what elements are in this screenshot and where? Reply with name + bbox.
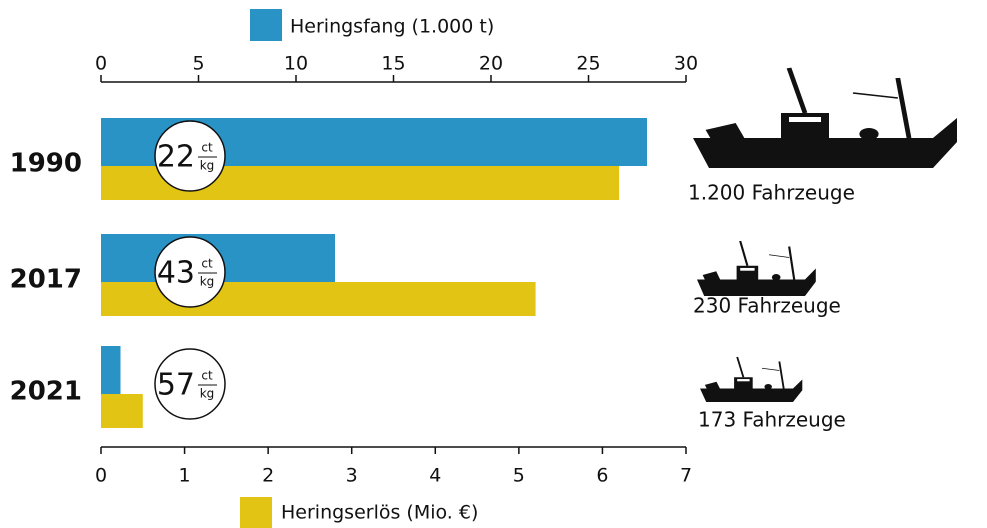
price-circle — [154, 120, 226, 192]
bar — [101, 394, 143, 428]
x-tick-label: 5 — [192, 53, 204, 75]
x2-tick-label: 1 — [179, 465, 191, 487]
x-tick-label: 20 — [479, 53, 503, 75]
price-circle — [154, 348, 226, 420]
price-unit: kg — [200, 275, 215, 289]
price-value: 43 — [157, 256, 195, 291]
vessel-count: 173 Fahrzeuge — [698, 408, 846, 432]
x2-tick-label: 2 — [262, 465, 274, 487]
y-tick-label: 2021 — [10, 377, 82, 407]
x-tick-label: 10 — [284, 53, 308, 75]
bar — [101, 346, 121, 394]
x-tick-label: 30 — [674, 53, 698, 75]
price-unit: kg — [200, 159, 215, 173]
vessel-count: 230 Fahrzeuge — [693, 294, 841, 318]
price-unit: ct — [201, 141, 213, 155]
x2-tick-label: 0 — [95, 465, 107, 487]
ship-icon — [695, 239, 817, 298]
legend-label: Heringserlös (Mio. €) — [281, 502, 478, 524]
vessel-count: 1.200 Fahrzeuge — [688, 181, 855, 205]
ship-icon — [699, 356, 804, 403]
x2-tick-label: 4 — [429, 465, 441, 487]
x-tick-label: 25 — [576, 53, 600, 75]
price-value: 22 — [157, 140, 195, 175]
price-unit: ct — [201, 257, 213, 271]
legend-swatch — [240, 497, 272, 528]
legend-swatch — [250, 9, 282, 41]
x-tick-label: 0 — [95, 53, 107, 75]
x-tick-label: 15 — [381, 53, 405, 75]
price-unit: ct — [201, 369, 213, 383]
ship-icon — [693, 68, 957, 168]
price-circle — [154, 236, 226, 308]
x2-tick-label: 7 — [680, 465, 692, 487]
price-value: 57 — [157, 368, 195, 403]
y-tick-label: 1990 — [10, 149, 82, 179]
x2-tick-label: 6 — [596, 465, 608, 487]
y-tick-label: 2017 — [10, 265, 82, 295]
price-unit: kg — [200, 387, 215, 401]
x2-tick-label: 5 — [513, 465, 525, 487]
x2-tick-label: 3 — [346, 465, 358, 487]
legend-label: Heringsfang (1.000 t) — [290, 16, 494, 38]
